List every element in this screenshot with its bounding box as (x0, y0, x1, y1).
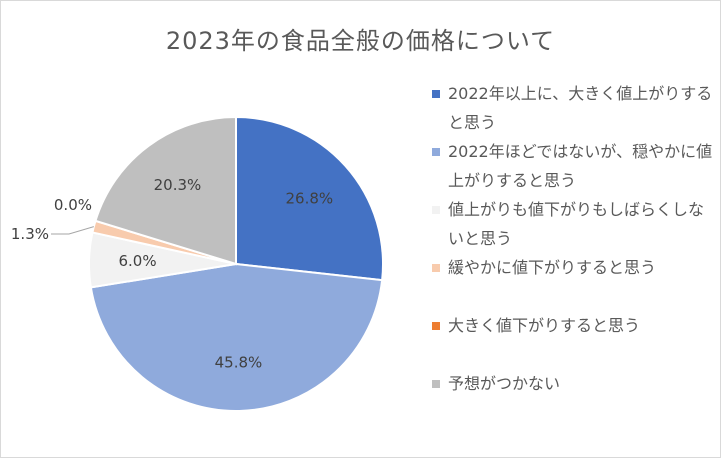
data-label-2: 45.8% (215, 353, 263, 371)
legend-swatch-3 (432, 206, 440, 214)
legend-label-5: 大きく値下がりすると思う (448, 316, 641, 335)
chart-title: 2023年の食品全般の価格について (165, 27, 556, 55)
legend-label-6: 予想がつかない (448, 374, 561, 393)
legend-swatch-1 (432, 90, 440, 98)
pie-slice-2 (89, 262, 384, 412)
legend-item-2: 2022年ほどではないが、穏やかに値上がりすると思う (432, 137, 718, 195)
legend-swatch-5 (432, 322, 440, 330)
legend-swatch-2 (432, 148, 440, 156)
legend-item-4: 緩やかに値下がりすると思う (432, 253, 718, 282)
pie-slice-6 (94, 115, 237, 266)
legend: 2022年以上に、大きく値上がりすると思う 2022年ほどではないが、穏やかに値上… (432, 79, 717, 409)
legend-label-4: 緩やかに値下がりすると思う (448, 258, 657, 277)
legend-label-3: 値上がりも値下がりもしばらくしないと思う (448, 200, 705, 248)
data-label-5: 0.0% (54, 196, 92, 214)
legend-item-1: 2022年以上に、大きく値上がりすると思う (432, 79, 718, 137)
legend-label-2: 2022年ほどではないが、穏やかに値上がりすると思う (448, 142, 713, 190)
legend-item-5: 大きく値下がりすると思う (432, 311, 718, 340)
legend-item-3: 値上がりも値下がりもしばらくしないと思う (432, 195, 718, 253)
pie-slice-1 (235, 115, 384, 282)
data-label-3: 6.0% (118, 252, 156, 270)
leader-line-4 (51, 226, 94, 235)
legend-swatch-6 (432, 380, 440, 388)
data-label-1: 26.8% (286, 189, 334, 207)
legend-label-1: 2022年以上に、大きく値上がりすると思う (448, 84, 713, 132)
data-label-6: 20.3% (154, 176, 202, 194)
legend-swatch-4 (432, 264, 440, 272)
data-label-4: 1.3% (11, 225, 49, 243)
legend-item-6: 予想がつかない (432, 369, 718, 398)
